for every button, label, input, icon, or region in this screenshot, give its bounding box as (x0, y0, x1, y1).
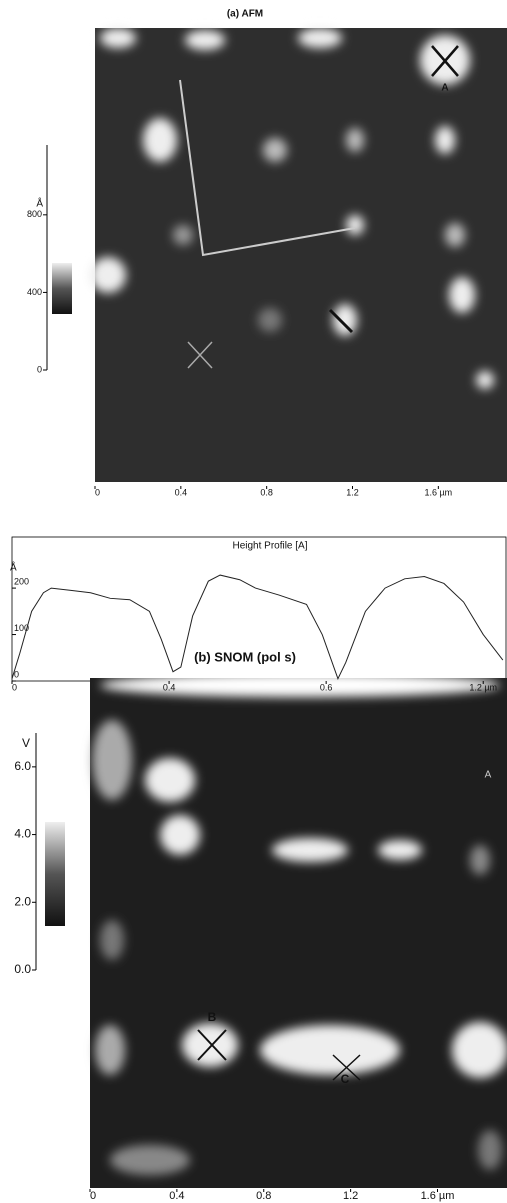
snom-colorbar (45, 822, 65, 926)
y-axis-label: Å (10, 561, 17, 574)
x-tick-label: 0.4 (175, 487, 188, 497)
annotation: B (208, 1010, 217, 1024)
y-tick-label: 100 (14, 623, 29, 633)
profile-title: Height Profile [A] (232, 541, 307, 552)
x-tick-label: 0 (90, 1190, 96, 1202)
colorbar-tick-label: 0 (37, 364, 42, 374)
x-tick-label: 1.2 µm (469, 682, 497, 692)
profile-line (11, 574, 504, 680)
snom-title: (b) SNOM (pol s) (194, 649, 296, 664)
x-tick-label: 0.6 (320, 682, 333, 692)
colorbar-tick-label: 400 (27, 287, 42, 297)
annotation: A (485, 770, 492, 781)
snom-colorbar-label: V (22, 736, 30, 750)
x-tick-label: 1.2 (343, 1190, 358, 1202)
afm-title: (a) AFM (227, 9, 263, 20)
colorbar-tick-label: 4.0 (14, 827, 31, 841)
afm-image (90, 28, 507, 482)
afm-colorbar (52, 263, 72, 314)
x-tick-label: 0 (95, 487, 100, 497)
x-tick-label: 1.6 µm (421, 1190, 455, 1202)
annotation: C (341, 1072, 350, 1086)
y-tick-label: 0 (14, 669, 19, 679)
x-tick-label: 0.8 (260, 487, 273, 497)
x-tick-label: 0 (12, 682, 17, 692)
y-tick-label: 200 (14, 576, 29, 586)
x-tick-label: 1.2 (346, 487, 359, 497)
colorbar-tick-label: 0.0 (14, 962, 31, 976)
colorbar-tick-label: 2.0 (14, 894, 31, 908)
x-tick-label: 0.8 (256, 1190, 271, 1202)
colorbar-tick-label: 6.0 (14, 759, 31, 773)
annotation: A (441, 83, 448, 94)
x-tick-label: 1.6 µm (424, 487, 452, 497)
x-tick-label: 0.4 (163, 682, 176, 692)
snom-image (90, 673, 507, 1188)
afm-colorbar-label: Å (36, 197, 43, 210)
colorbar-tick-label: 800 (27, 209, 42, 219)
x-tick-label: 0.4 (169, 1190, 184, 1202)
